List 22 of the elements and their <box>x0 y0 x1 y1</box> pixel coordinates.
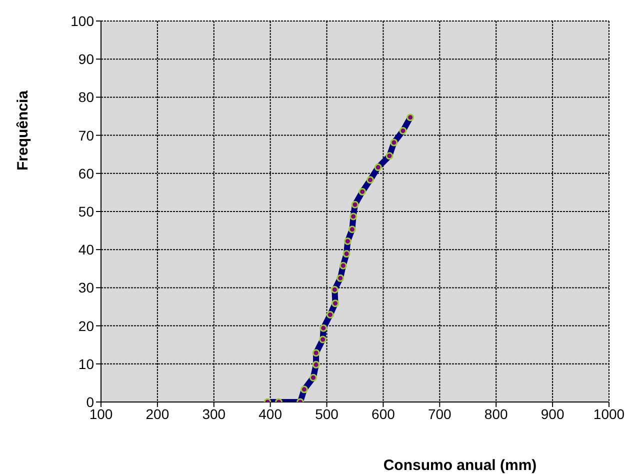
x-tick-label: 800 <box>484 406 508 422</box>
y-tick-label: 20 <box>78 318 94 334</box>
y-tick-label: 10 <box>78 356 94 372</box>
x-tick-label: 1000 <box>593 406 625 422</box>
y-axis-title: Frequência <box>14 90 32 171</box>
x-tick-label: 300 <box>202 406 226 422</box>
x-tick-label: 400 <box>258 406 282 422</box>
x-tick-label: 700 <box>428 406 452 422</box>
x-axis-title: Consumo anual (mm) <box>383 457 537 474</box>
y-tick-label: 100 <box>70 12 94 29</box>
y-tick-label: 0 <box>86 394 94 410</box>
x-tick-label: 200 <box>146 406 170 422</box>
y-tick-label: 30 <box>78 280 94 296</box>
y-tick-label: 40 <box>78 242 94 258</box>
x-tick-label: 900 <box>540 406 564 422</box>
x-tick-label: 500 <box>315 406 339 422</box>
x-tick-label: 600 <box>372 406 396 422</box>
y-tick-label: 90 <box>78 51 94 68</box>
y-tick-label: 80 <box>78 89 94 106</box>
y-tick-label: 50 <box>78 203 94 220</box>
y-tick-label: 70 <box>78 127 94 144</box>
y-tick-label: 60 <box>78 165 94 182</box>
